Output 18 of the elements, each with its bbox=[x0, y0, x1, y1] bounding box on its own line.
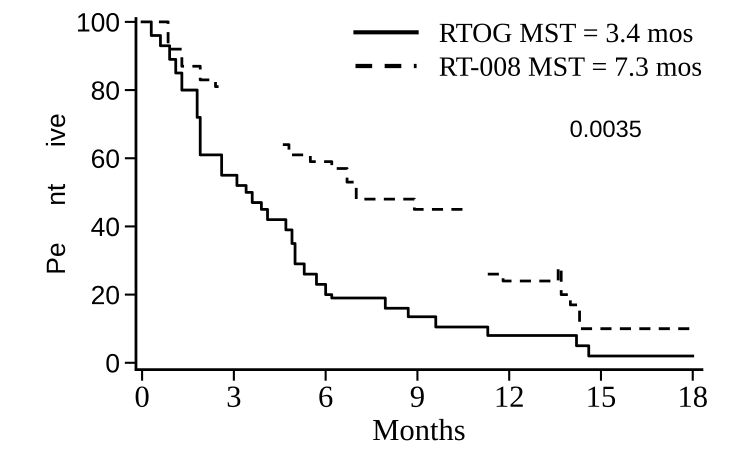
y-tick-label: 20 bbox=[92, 286, 119, 304]
x-tick-label: 6 bbox=[319, 386, 332, 408]
x-tick-label: 3 bbox=[228, 386, 240, 408]
x-tick-label: 0 bbox=[136, 386, 149, 408]
y-tick-label: 40 bbox=[91, 218, 119, 236]
x-axis-title: Months bbox=[373, 418, 465, 440]
x-tick-label: 18 bbox=[680, 386, 707, 408]
legend-label: RT-008 MST = 7.3 mos bbox=[440, 57, 702, 76]
x-tick-label: 12 bbox=[496, 386, 523, 407]
annotation: 0.0035 bbox=[570, 120, 641, 138]
legend-label: RTOG MST = 3.4 mos bbox=[440, 24, 692, 42]
y-axis-title: Pe nt ive bbox=[46, 114, 66, 273]
x-tick-label: 15 bbox=[588, 386, 616, 408]
y-tick-label: 100 bbox=[78, 13, 119, 32]
y-tick-label: 60 bbox=[92, 149, 119, 168]
y-tick-label: 0 bbox=[106, 354, 119, 373]
y-tick-label: 80 bbox=[92, 81, 119, 100]
x-tick-label: 9 bbox=[410, 386, 424, 408]
